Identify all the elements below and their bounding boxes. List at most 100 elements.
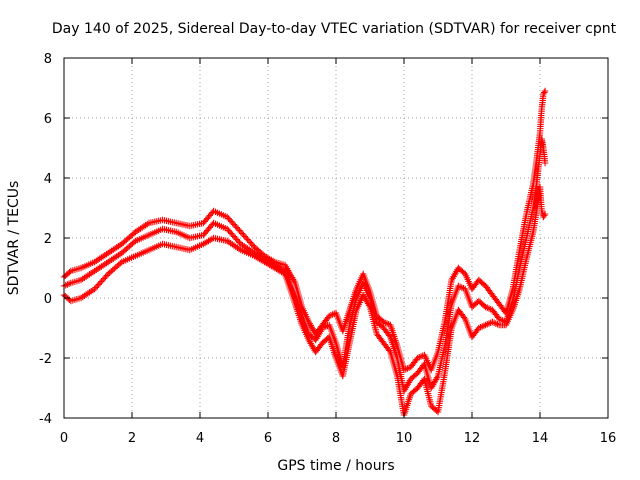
data-point-trail [134,247,151,259]
data-point-trail [536,185,545,213]
data-point-trail [490,293,502,306]
data-point-trail [435,344,448,378]
data-point-trail [516,236,530,270]
data-point-trail [340,341,353,378]
data-point-trail [346,308,360,345]
x-tick-label: 4 [196,431,204,446]
y-axis-title: SDTVAR / TECUs [6,181,22,296]
data-point-trail [530,182,540,210]
x-tick-label: 2 [128,431,136,446]
data-point-trail [320,314,332,327]
data-point-trail [339,323,353,369]
y-tick-label: -2 [39,352,52,367]
data-point-trail [299,305,312,324]
data-point-trail [134,232,151,244]
data-point-trail [387,335,400,360]
data-point-trail [320,322,331,331]
data-point-trail [484,319,494,328]
data-point-trail [435,320,448,354]
data-point [224,213,231,221]
data-point-trail [428,374,441,390]
data-point-trail [477,322,488,331]
data-point-trail [523,230,536,261]
data-point-trail [367,296,380,324]
data-point-trail [282,263,298,285]
data-point-trail [79,286,97,301]
data-point-trail [201,235,216,247]
data-point-trail [510,266,523,303]
data-point-trail [408,386,420,396]
data-point-trail [469,326,481,339]
data-point-trail [273,259,287,268]
series-track-c [60,183,549,419]
data-point-trail [93,250,110,265]
data-point-trail [93,259,110,274]
data-point-trail [133,220,151,235]
data-point-trail [62,293,73,303]
data-point [237,228,244,236]
x-tick-label: 10 [396,431,413,446]
data-point-trail [239,241,256,256]
data-point-trail [435,371,448,414]
data-point-trail [106,250,124,265]
data-point-trail [239,247,256,259]
data-point-trail [497,316,508,325]
y-tick-label: 4 [44,172,52,187]
chart-title: Day 140 of 2025, Sidereal Day-to-day VTE… [52,21,617,37]
data-point-trail [326,323,339,345]
data-point-trail [408,371,420,381]
data-point-trail [120,230,138,246]
data-point-trail [320,335,332,345]
data-point-trail [327,310,338,319]
data-point-trail [79,268,97,283]
data-point-trail [313,341,325,354]
series-layer [60,87,549,419]
data-point-trail [490,319,501,328]
data-point-trail [497,321,508,329]
data-point-trail [201,209,216,225]
data-point-trail [387,350,400,378]
data-point-trail [282,272,298,306]
data-point-trail [313,326,325,342]
data-point-trail [476,299,488,309]
data-point-trail [374,332,386,345]
data-point-trail [421,377,434,408]
data-point-trail [252,253,267,265]
data-point-trail [523,206,536,240]
data-point-trail [360,281,373,300]
data-point-trail [147,226,164,238]
data-point [91,285,98,293]
data-point-trail [428,350,441,372]
data-point-trail [273,265,287,277]
data-point-trail [120,253,137,265]
data-point-trail [401,377,414,393]
data-point-trail [201,221,216,237]
data-point-trail [147,241,164,253]
data-point-trail [530,158,540,186]
y-tick-label: 6 [44,112,52,127]
tick-layer: 0 2 4 6 8 10 12 14 16 -4 -2 0 2 4 6 8 [39,52,616,446]
data-point-trail [476,278,488,288]
data-point-trail [69,295,83,304]
data-point [541,87,549,95]
data-point-trail [401,392,414,417]
data-point-trail [174,229,192,241]
data-point-trail [490,308,502,321]
data-point-trail [381,326,393,339]
data-point-trail [441,326,455,375]
data-point-trail [381,341,393,354]
data-point-trail [516,257,530,291]
data-point-trail [441,278,455,324]
data-point-trail [62,280,73,289]
data-point-trail [299,323,312,342]
data-point-trail [382,319,392,328]
data-point-trail [292,302,305,327]
x-tick-label: 8 [332,431,340,446]
data-point-trail [374,320,386,330]
data-point-trail [252,245,267,258]
data-point-trail [456,283,467,292]
data-point-trail [402,364,413,373]
data-point-trail [120,239,138,255]
